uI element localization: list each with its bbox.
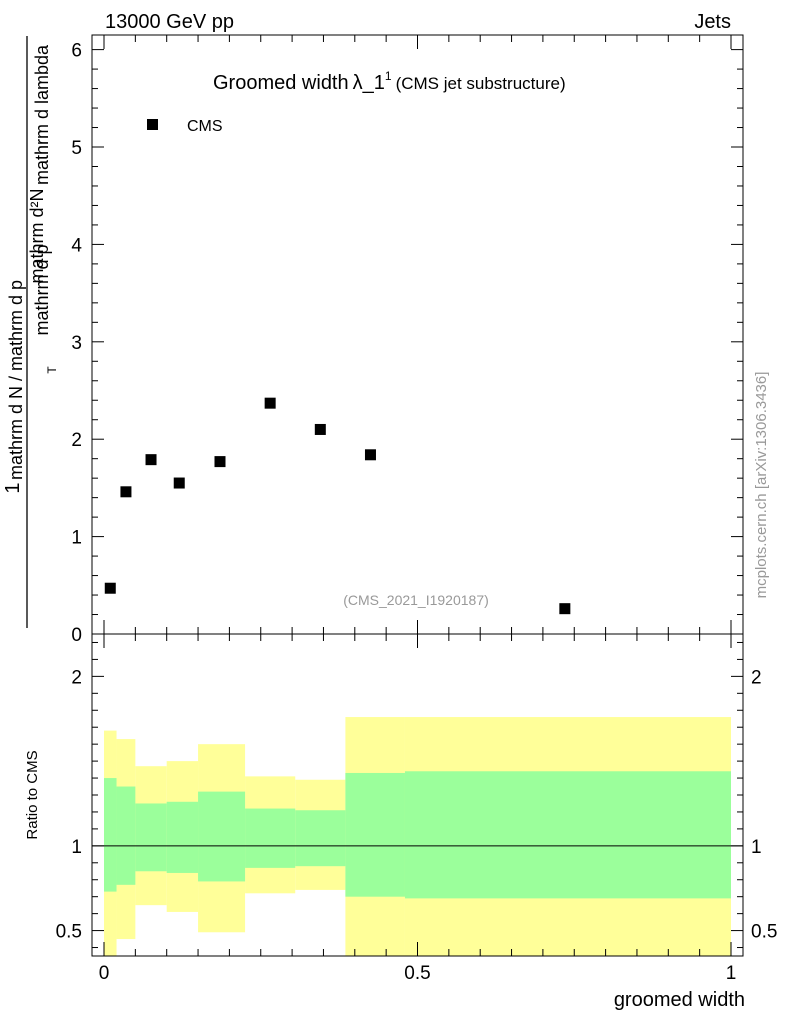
ratio-band-inner [104, 778, 117, 892]
main-y-ticks: 0 1 2 3 4 5 6 [71, 41, 743, 646]
cms-data-point [120, 486, 132, 498]
ylabel-sub-t: T [45, 366, 59, 374]
chart-title-main: Groomed width [213, 72, 349, 94]
watermark: mcplots.cern.ch [arXiv:1306.3436] [753, 372, 770, 599]
cms-data-point [364, 449, 376, 461]
main-y-tick-label: 4 [71, 235, 82, 256]
x-tick-label: 1 [726, 963, 737, 984]
chart-title-symbol: λ_1 [353, 72, 385, 94]
energy-label: 13000 GeV pp [105, 11, 234, 33]
chart-title-sup: 1 [385, 69, 392, 83]
cms-data-point [104, 582, 116, 594]
main-y-tick-label: 2 [71, 430, 82, 451]
ratio-band-inner [116, 786, 136, 885]
ylabel-denominator: mathrm d N / mathrm d p [6, 280, 26, 480]
ratio-panel: 0.5 0.51 12 2 0 0.5 1 Ratio to CMS groomed wi… [24, 633, 777, 1011]
ratio-band-inner [245, 808, 296, 868]
ratio-y-tick-label-right: 0.5 [751, 922, 777, 943]
ratio-band-inner [166, 801, 199, 873]
cms-data-point [264, 397, 276, 409]
main-y-tick-label: 6 [71, 41, 82, 62]
ratio-band-inner [404, 771, 731, 899]
chart-title-sub: (CMS jet substructure) [396, 74, 566, 93]
cms-data-point [214, 456, 226, 468]
category-label: Jets [694, 11, 731, 33]
ratio-y-tick-label: 0.5 [56, 922, 82, 943]
ylabel-den-tail: mathrm d lambda [32, 44, 52, 185]
ratio-y-ticks: 0.5 0.5 1 1 2 2 [56, 641, 777, 949]
x-tick-label: 0.5 [404, 963, 430, 984]
x-axis-label: groomed width [614, 989, 745, 1011]
ratio-y-axis-label: Ratio to CMS [24, 750, 41, 839]
ratio-bands [104, 717, 731, 956]
cms-data-point [145, 454, 157, 466]
main-y-tick-label: 3 [71, 333, 82, 354]
ratio-band-inner [295, 810, 346, 867]
ratio-y-tick-label-right: 1 [751, 837, 762, 858]
ratio-y-tick-label: 2 [71, 667, 82, 688]
main-y-tick-label: 1 [71, 528, 82, 549]
analysis-id: (CMS_2021_I1920187) [343, 592, 489, 608]
ratio-y-tick-label: 1 [71, 837, 82, 858]
legend-marker-cms [147, 119, 158, 130]
cms-data-point [559, 603, 571, 615]
cms-data-point [314, 423, 326, 435]
ratio-band-inner [345, 772, 405, 897]
main-y-tick-label: 0 [71, 625, 82, 646]
main-x-ticks [103, 35, 732, 634]
ylabel-den-rest: mathrm d p [32, 244, 52, 335]
main-y-tick-label: 5 [71, 138, 82, 159]
main-data-points [104, 397, 571, 615]
ylabel-numerator: mathrm d²N [27, 188, 47, 283]
ratio-x-ticks: 0 0.5 1 [99, 634, 737, 984]
main-y-axis-label: 1 mathrm d N / mathrm d p mathrm d²N mat… [2, 36, 59, 628]
ratio-y-tick-label-right: 2 [751, 667, 762, 688]
x-tick-label: 0 [99, 963, 110, 984]
ratio-band-inner [135, 803, 167, 872]
ratio-band-inner [198, 791, 246, 882]
ylabel-top: 1 [2, 482, 24, 493]
cms-data-point [173, 477, 185, 489]
legend-label-cms: CMS [187, 118, 223, 135]
chart-title: Groomed width λ_11 (CMS jet substructure) [213, 69, 566, 94]
